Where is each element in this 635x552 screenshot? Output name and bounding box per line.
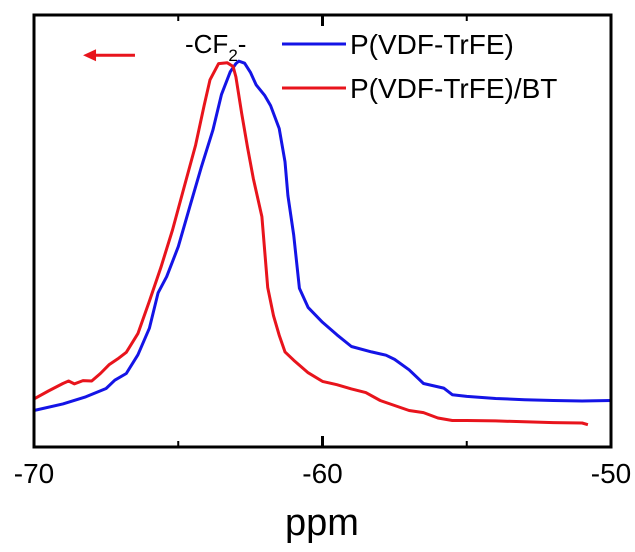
- x-tick-label: -50: [591, 458, 631, 489]
- legend-label-p-vdf-trfe-bt: P(VDF-TrFE)/BT: [350, 73, 557, 104]
- legend: P(VDF-TrFE) P(VDF-TrFE)/BT: [282, 29, 557, 104]
- x-axis-title: ppm: [285, 502, 359, 544]
- x-tick-label: -60: [302, 458, 342, 489]
- legend-label-p-vdf-trfe: P(VDF-TrFE): [350, 29, 514, 60]
- series-line-1: [33, 61, 589, 427]
- cf2-label: -CF2-: [185, 29, 246, 65]
- series-line-0: [33, 59, 612, 412]
- cf2-annotation: -CF2-: [83, 29, 246, 65]
- series-layer: [33, 59, 612, 427]
- x-ticks: -70 -60 -50: [14, 15, 631, 489]
- x-tick-label: -70: [14, 458, 54, 489]
- shift-arrow-head: [83, 49, 97, 62]
